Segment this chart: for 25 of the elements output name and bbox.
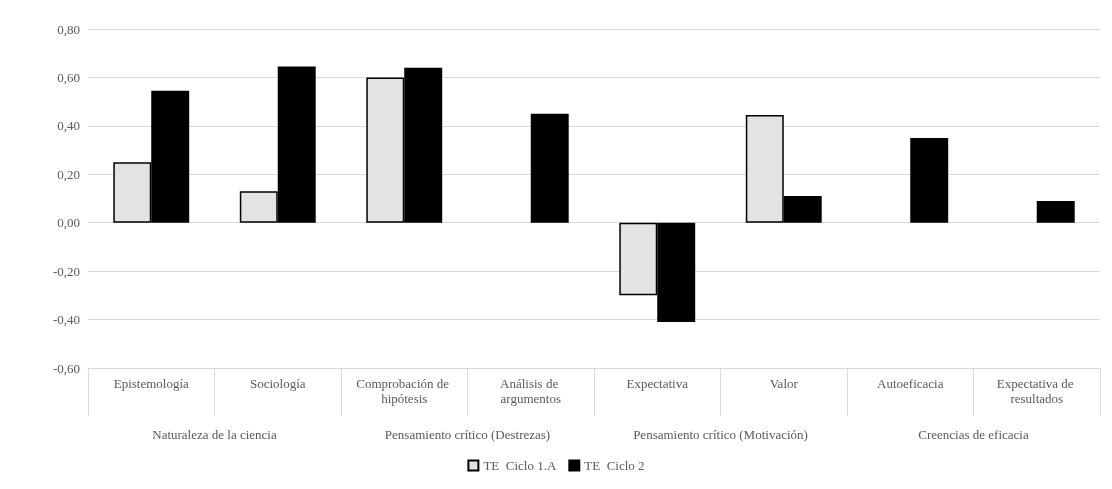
- x-tick-label: Expectativa: [626, 376, 689, 391]
- y-tick-label: 0,20: [57, 166, 80, 182]
- x-tick-label: Comprobación de hipótesis: [356, 376, 453, 406]
- text: Naturaleza de la ciencia: [152, 427, 277, 442]
- text: Pensamiento crítico (Destrezas): [384, 427, 551, 442]
- bar: [1036, 200, 1075, 223]
- x-tick-label: Epistemología: [113, 376, 190, 391]
- x-tick-label: Valor: [769, 376, 799, 391]
- y-tick-label: 0,40: [57, 118, 80, 134]
- y-tick-label: -0,20: [52, 263, 80, 279]
- text: Creencias de eficacia: [918, 427, 1029, 442]
- x-tick-label: Sociología: [249, 376, 306, 391]
- x-tick-label: Autoeficacia: [877, 376, 944, 391]
- y-tick-label: 0,00: [57, 215, 80, 231]
- y-tick-label: -0,60: [52, 360, 80, 376]
- y-tick-label: -0,40: [52, 312, 80, 328]
- text: Pensamiento crítico (Motivación): [633, 427, 808, 442]
- x-tick-label: Análisis de argumentos: [500, 376, 562, 406]
- bar: [910, 137, 949, 223]
- bar: [530, 113, 569, 223]
- legend-label: TE Ciclo 1.A: [483, 458, 557, 473]
- y-tick-label: 0,80: [57, 21, 80, 37]
- y-tick-label: 0,60: [57, 69, 80, 85]
- x-tick-label: Expectativa de resultados: [996, 376, 1077, 406]
- legend-label: TE Ciclo 2: [584, 458, 645, 473]
